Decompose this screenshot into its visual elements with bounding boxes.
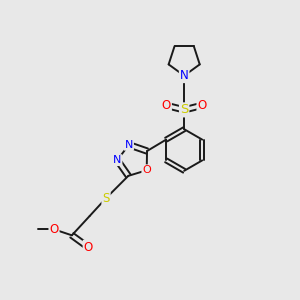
Text: O: O [84,241,93,254]
Text: S: S [180,103,188,116]
Text: O: O [50,223,59,236]
Text: N: N [113,155,122,165]
Text: S: S [102,192,110,205]
Text: O: O [142,165,151,175]
Text: O: O [197,99,207,112]
Text: N: N [125,140,133,150]
Text: O: O [162,99,171,112]
Text: N: N [180,69,189,82]
